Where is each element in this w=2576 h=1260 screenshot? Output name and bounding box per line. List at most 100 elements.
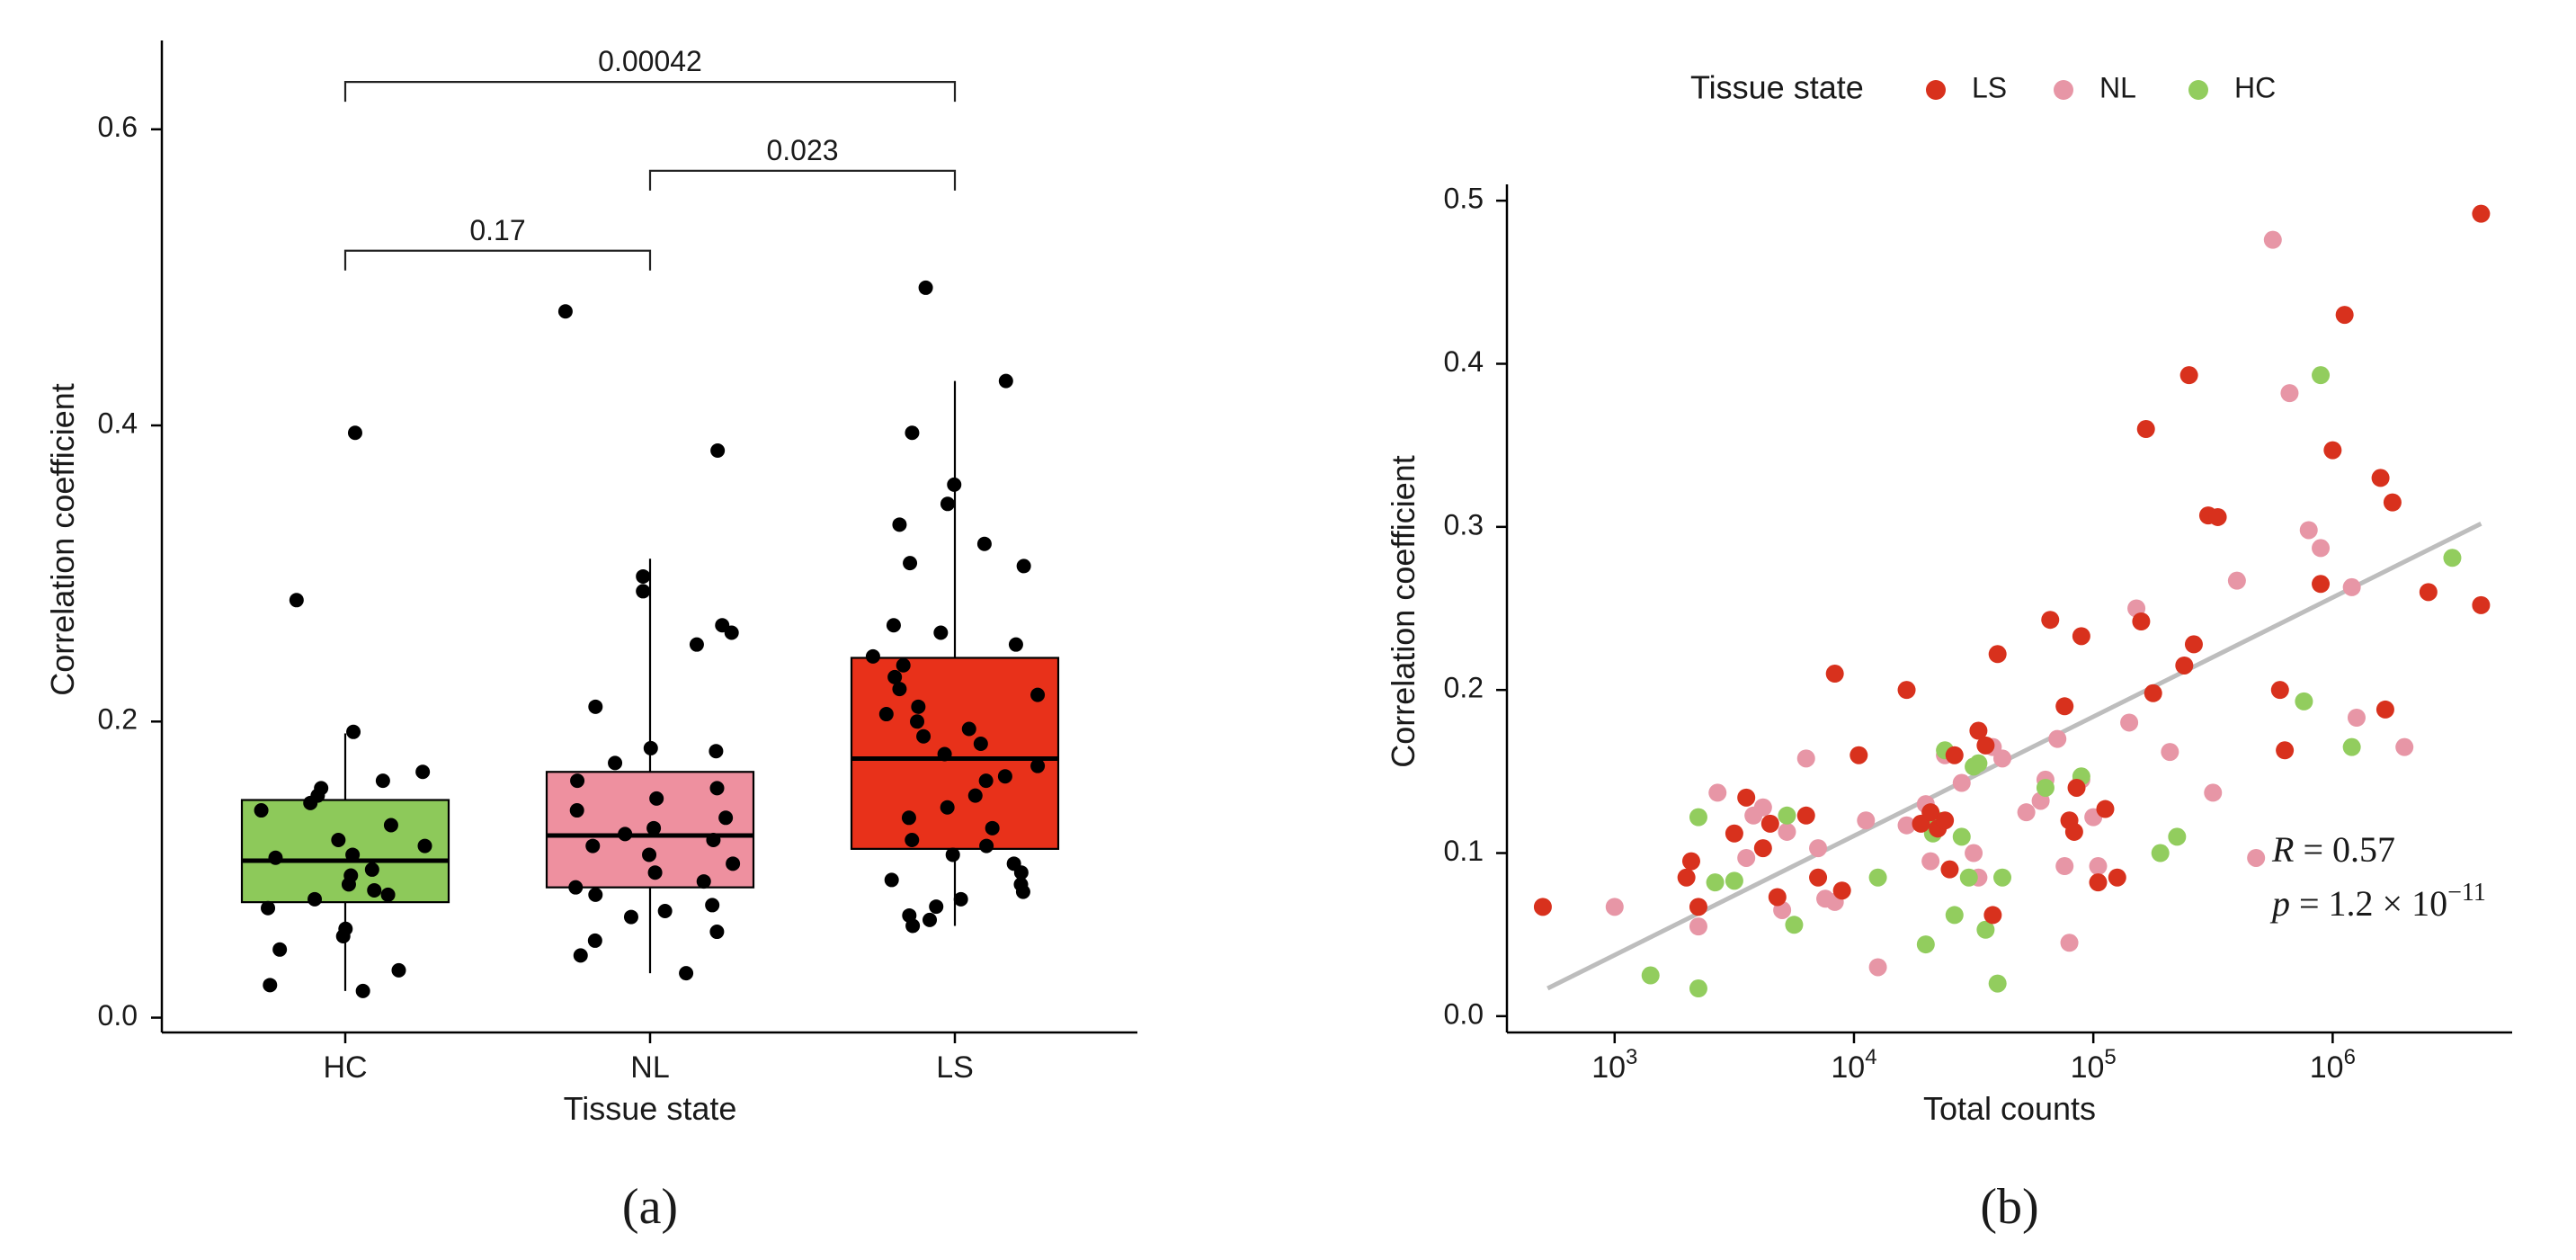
a-point-ls-39: [953, 891, 968, 907]
b-point-nl-36: [2227, 571, 2246, 590]
a-point-nl-2: [636, 568, 651, 584]
a-point-ls-7: [903, 556, 918, 571]
a-point-hc-24: [391, 962, 406, 978]
b-point-nl-13: [1868, 958, 1887, 977]
panel-a: 0.00042 0.023 0.17 0.0 0.2 0.4 0.6 HC NL L…: [44, 40, 1137, 1235]
b-point-ls-45: [2323, 441, 2342, 460]
b-point-hc-5: [1778, 806, 1796, 825]
b-point-ls-24: [1988, 645, 2007, 664]
b-point-hc-6: [1785, 916, 1804, 934]
a-point-nl-0: [557, 304, 573, 319]
a-point-ls-40: [929, 899, 944, 915]
b-point-hc-4: [1725, 871, 1743, 890]
b-legend-nl-marker: [2054, 80, 2073, 100]
a-point-nl-12: [709, 781, 725, 796]
a-point-nl-16: [646, 820, 662, 836]
a-bracket-0: [343, 80, 957, 103]
a-point-ls-9: [886, 618, 901, 633]
a-bracket-2: [343, 249, 652, 271]
a-point-ls-25: [997, 769, 1012, 784]
b-point-ls-11: [1825, 665, 1844, 684]
a-point-nl-31: [573, 948, 588, 963]
b-point-ls-52: [2472, 595, 2491, 614]
a-point-ls-32: [979, 838, 994, 853]
b-point-nl-0: [1605, 898, 1624, 916]
b-point-ls-26: [2055, 697, 2074, 716]
b-ytick-label-3: 0.3: [1444, 508, 1484, 541]
b-point-nl-5: [1753, 798, 1772, 817]
a-point-nl-15: [718, 810, 734, 826]
a-point-nl-9: [709, 744, 724, 759]
b-point-ls-36: [2144, 684, 2162, 702]
b-point-ls-29: [2067, 778, 2086, 797]
b-x-axis-title: Total counts: [1923, 1090, 2096, 1127]
a-xtick-label-ls: LS: [936, 1050, 974, 1085]
a-point-ls-35: [1013, 865, 1029, 880]
a-point-ls-14: [887, 669, 903, 684]
a-boxplots: [240, 380, 1060, 991]
a-point-hc-2: [346, 724, 361, 739]
a-xtick-label-nl: NL: [630, 1050, 669, 1085]
a-point-ls-23: [937, 746, 952, 762]
a-panel-label: (a): [622, 1179, 678, 1235]
b-point-hc-0: [1641, 966, 1660, 985]
a-tick-marks: [151, 128, 957, 1043]
b-point-nl-37: [2247, 848, 2266, 867]
b-point-ls-35: [2136, 420, 2155, 439]
b-point-ls-20: [1945, 746, 1964, 764]
b-xtick-label-1e5: 105: [2071, 1045, 2117, 1085]
a-point-nl-8: [643, 740, 658, 755]
a-point-hc-13: [268, 850, 283, 865]
b-point-ls-32: [2096, 800, 2115, 818]
b-point-ls-19: [1940, 860, 1959, 879]
a-point-hc-1: [289, 593, 304, 608]
b-point-ls-44: [2312, 575, 2331, 594]
b-point-ls-12: [1832, 881, 1851, 900]
b-point-ls-7: [1760, 814, 1779, 833]
b-point-nl-41: [2312, 539, 2331, 558]
b-point-ls-48: [2375, 700, 2394, 719]
a-xtick-label-hc: HC: [323, 1050, 367, 1085]
b-point-nl-14: [1897, 816, 1916, 835]
a-point-nl-25: [588, 887, 603, 902]
b-point-ls-13: [1850, 746, 1868, 764]
b-point-hc-18: [1988, 974, 2007, 993]
b-point-nl-7: [1778, 822, 1796, 841]
a-point-nl-7: [588, 699, 603, 714]
a-point-nl-21: [726, 856, 741, 871]
a-point-ls-8: [1016, 559, 1031, 574]
b-point-nl-12: [1857, 811, 1876, 830]
a-ytick-label-2: 0.4: [98, 407, 138, 439]
b-legend: Tissue state LS NL HC: [1690, 69, 2276, 106]
a-point-ls-19: [910, 714, 925, 729]
a-point-hc-26: [355, 983, 370, 998]
a-jitter-points: [254, 280, 1046, 998]
b-point-nl-34: [2161, 743, 2179, 762]
b-point-ls-28: [2064, 822, 2083, 841]
b-point-ls-39: [2184, 635, 2203, 654]
b-point-ls-38: [2179, 366, 2198, 385]
b-point-hc-13: [1952, 827, 1971, 846]
b-point-ls-10: [1809, 868, 1828, 887]
b-point-ls-21: [1969, 721, 1988, 740]
b-point-ls-34: [2132, 612, 2151, 631]
b-point-ls-37: [2175, 656, 2194, 675]
a-point-ls-5: [892, 517, 907, 532]
b-xtick-label-1e4: 104: [1831, 1045, 1876, 1085]
a-point-nl-28: [623, 909, 638, 925]
a-point-nl-14: [569, 803, 584, 818]
b-point-hc-14: [1959, 868, 1978, 887]
b-xtick-label-1e3: 103: [1591, 1045, 1637, 1085]
b-point-nl-31: [2089, 857, 2108, 876]
b-point-hc-7: [1868, 868, 1887, 887]
b-point-ls-50: [2419, 583, 2438, 602]
b-point-ls-30: [2072, 627, 2090, 646]
b-point-ls-5: [1737, 788, 1756, 807]
a-point-hc-8: [254, 803, 269, 818]
a-point-hc-4: [375, 773, 390, 789]
a-point-ls-42: [923, 912, 938, 927]
b-point-nl-1: [1689, 917, 1707, 936]
a-point-ls-17: [911, 699, 926, 714]
b-point-hc-20: [2036, 778, 2055, 797]
